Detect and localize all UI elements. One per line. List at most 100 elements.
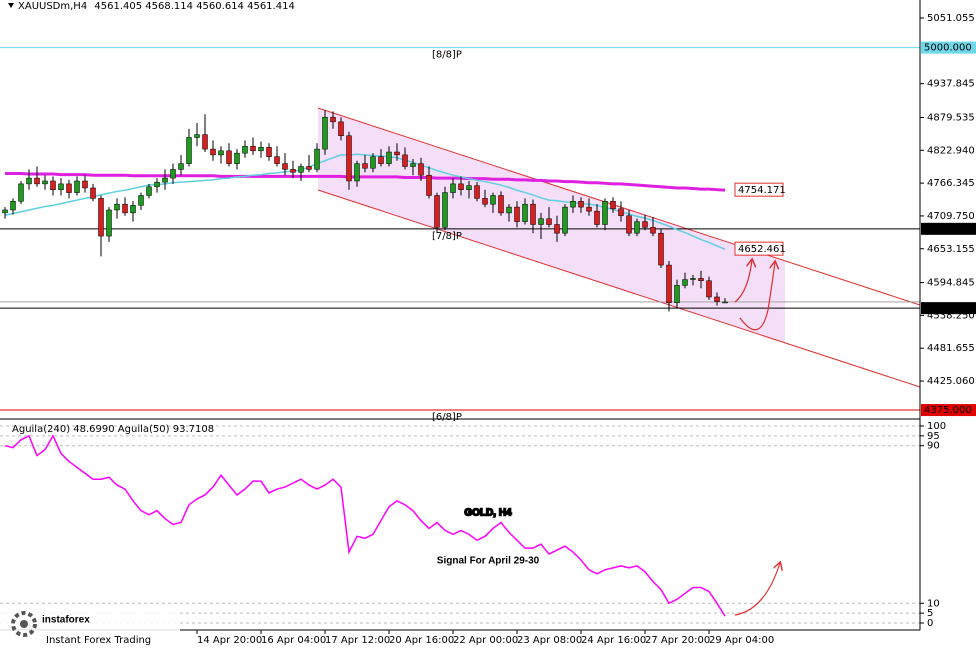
candle-body	[586, 206, 592, 212]
candle-body	[74, 180, 80, 193]
candle-body	[458, 183, 464, 190]
candle-body	[90, 187, 96, 199]
candle-body	[178, 163, 184, 170]
candle-body	[562, 206, 568, 234]
candle-body	[418, 163, 424, 176]
level-price: 4375.000	[924, 405, 972, 416]
candle-body	[402, 154, 408, 167]
candle-body	[330, 116, 336, 123]
y-tick-label: 100	[927, 421, 946, 432]
y-tick-label: 4766.345	[927, 178, 975, 189]
candle-body	[546, 218, 552, 225]
candle-body	[498, 195, 504, 214]
candle-body	[50, 180, 56, 190]
candle-body	[466, 185, 472, 190]
overlay-subtitle: Signal For April 29-30	[437, 556, 540, 567]
candle-body	[42, 180, 48, 185]
y-tick-label: 4822.940	[927, 145, 975, 156]
candle-body	[570, 201, 576, 208]
header: XAUUSDm,H4 4561.405 4568.114 4560.614 45…	[8, 1, 295, 12]
candle-body	[130, 205, 136, 214]
y-tick-label: 4481.655	[927, 343, 975, 354]
logo: instaforex Instant Forex Trading	[0, 604, 180, 650]
candle-body	[538, 218, 544, 225]
series-line	[5, 171, 726, 192]
candle-body	[610, 201, 616, 210]
candle-body	[290, 169, 296, 173]
y-tick-label: 95	[927, 431, 940, 442]
candle-body	[602, 201, 608, 225]
logo-bg	[0, 604, 180, 650]
candle-body	[282, 163, 288, 170]
candle-body	[674, 285, 680, 304]
series-label-box	[734, 241, 784, 256]
candle-body	[66, 183, 72, 193]
candle-body	[514, 206, 520, 222]
candle-body	[162, 177, 168, 183]
candle-body	[258, 147, 264, 152]
x-tick-label: 22 Apr 00:00	[453, 635, 518, 646]
candle-body	[194, 134, 200, 138]
candle-body	[666, 264, 672, 304]
candle-body	[714, 296, 720, 302]
candle-body	[362, 163, 368, 169]
y-tick-label: 4425.060	[927, 376, 975, 387]
candle-body	[634, 221, 640, 234]
header-icon	[8, 3, 14, 8]
low: 4560.614	[196, 1, 244, 12]
candle-body	[378, 156, 384, 164]
x-tick-label: 24 Apr 16:00	[581, 635, 646, 646]
level-box	[921, 41, 976, 54]
candle-body	[658, 232, 664, 266]
y-tick-label: 5051.055	[927, 13, 975, 24]
y-tick-label: 90	[927, 441, 940, 452]
candle-body	[82, 180, 88, 189]
candle-body	[386, 151, 392, 164]
candle-body	[618, 208, 624, 217]
arrow-oscillator	[734, 563, 780, 616]
level-box	[921, 222, 976, 235]
y-tick-label: 4653.155	[927, 244, 975, 255]
y-tick-label: 5	[927, 608, 933, 619]
series-label: 4652.461	[738, 244, 786, 255]
candle-body	[114, 203, 120, 211]
open: 4561.405	[94, 1, 142, 12]
candle-body	[642, 221, 648, 228]
symbol: XAUUSDm,H4	[18, 1, 87, 12]
candle-body	[242, 145, 248, 154]
candle-body	[2, 209, 8, 214]
candle-body	[594, 210, 600, 225]
candle-body	[34, 177, 40, 185]
candle-body	[218, 150, 224, 156]
y-tick-label: 4709.750	[927, 211, 975, 222]
candle-body	[202, 134, 208, 150]
candle-body	[186, 137, 192, 164]
candle-body	[18, 183, 24, 202]
candle-body	[226, 150, 232, 164]
candle-body	[250, 145, 256, 152]
candle-body	[306, 166, 312, 170]
channel-upper	[317, 107, 921, 306]
x-tick-label: 23 Apr 08:00	[517, 635, 582, 646]
candle-body	[626, 215, 632, 234]
candle-body	[554, 224, 560, 234]
candle-body	[322, 116, 328, 150]
candle-body	[426, 174, 432, 196]
level-name: [7/8]P	[432, 231, 462, 242]
y-tick-label: 4538.250	[927, 310, 975, 321]
logo-icon	[11, 611, 37, 637]
candle-body	[210, 148, 216, 156]
candle-body	[58, 183, 64, 190]
close: 4561.414	[247, 1, 295, 12]
candle-body	[698, 278, 704, 281]
candle-body	[298, 166, 304, 173]
arrow-up	[734, 260, 752, 303]
level-name: [8/8]P	[432, 50, 462, 61]
high: 4568.114	[145, 1, 193, 12]
candle-body	[274, 156, 280, 164]
candle-body	[450, 183, 456, 193]
y-tick-label: 4879.535	[927, 112, 975, 123]
x-tick-label: 17 Apr 12:00	[325, 635, 390, 646]
logo-tagline: Instant Forex Trading	[46, 635, 151, 646]
